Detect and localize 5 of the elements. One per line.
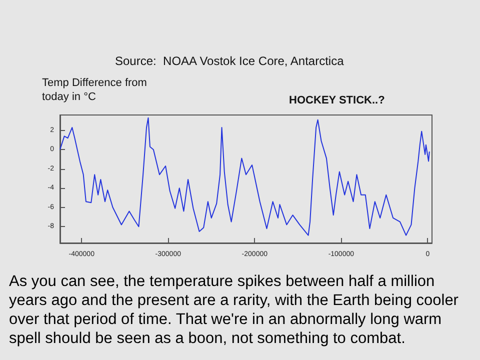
line-series <box>60 117 430 236</box>
y-axis-title: Temp Difference from today in °C <box>42 77 147 103</box>
chart-title: HOCKEY STICK..? <box>289 94 386 106</box>
source-note: Source: NOAA Vostok Ice Core, Antarctica <box>115 54 344 68</box>
text: As you can see, the temperature spikes between half a million years ago and the present are a rarity, with the Earth being cooler over that period of time. That we're in an abnormally long warm spell should be seen as a boon, not something to combat. <box>9 273 463 347</box>
